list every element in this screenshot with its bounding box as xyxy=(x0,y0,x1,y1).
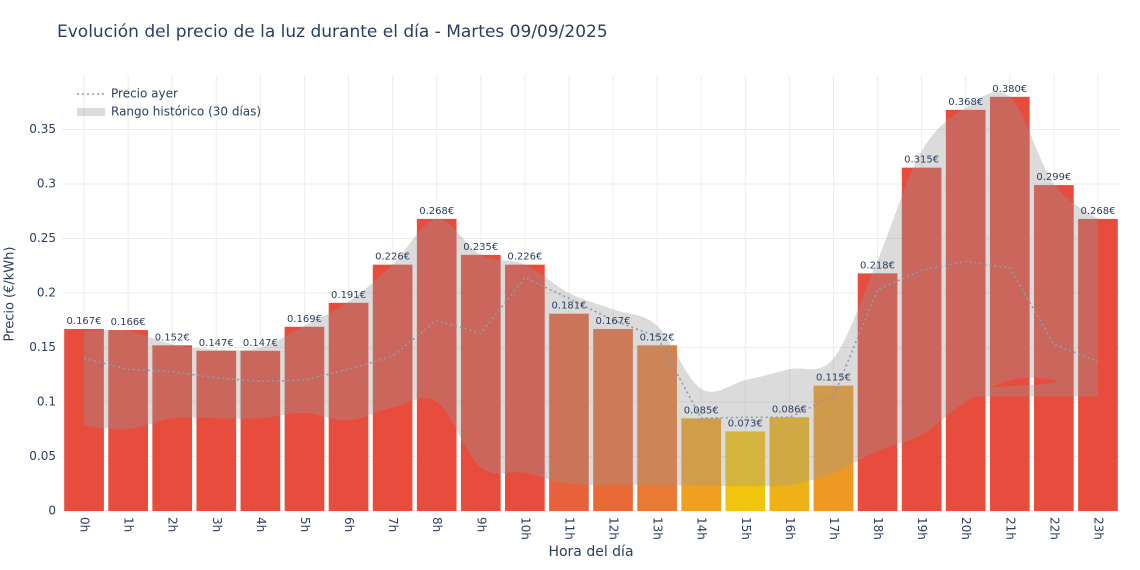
bar xyxy=(240,350,281,511)
bar xyxy=(460,254,501,511)
bar xyxy=(901,167,942,511)
bar xyxy=(681,418,722,511)
value-label: 0.315€ xyxy=(904,155,939,166)
bar xyxy=(813,385,854,511)
value-label: 0.299€ xyxy=(1036,172,1071,183)
x-tick-label: 21h xyxy=(1003,517,1017,540)
bar xyxy=(857,273,898,511)
y-axis-label: Precio (€/kWh) xyxy=(3,247,18,342)
x-tick-label: 17h xyxy=(827,517,841,540)
value-label: 0.218€ xyxy=(860,260,895,271)
y-tick-label: 0.15 xyxy=(29,340,56,354)
x-tick-label: 9h xyxy=(474,517,488,532)
value-label: 0.167€ xyxy=(596,316,631,327)
x-tick-label: 8h xyxy=(430,517,444,532)
value-label: 0.235€ xyxy=(463,242,498,253)
x-tick-label: 11h xyxy=(562,517,576,540)
x-tick-label: 13h xyxy=(651,517,665,540)
y-tick-label: 0 xyxy=(48,504,56,518)
legend-label: Precio ayer xyxy=(111,87,178,101)
x-tick-label: 20h xyxy=(959,517,973,540)
yesterday-line xyxy=(83,260,1099,420)
legend-swatch xyxy=(77,108,105,116)
bar xyxy=(284,326,325,511)
bar xyxy=(989,96,1030,512)
value-label: 0.268€ xyxy=(419,206,454,217)
bar xyxy=(945,109,986,511)
y-tick-label: 0.2 xyxy=(37,286,56,300)
bar xyxy=(593,328,633,511)
y-tick-label: 0.35 xyxy=(29,122,56,136)
value-label: 0.167€ xyxy=(67,316,102,327)
x-tick-label: 14h xyxy=(695,517,709,540)
value-label: 0.380€ xyxy=(992,84,1027,95)
x-tick-label: 15h xyxy=(739,517,753,540)
bar xyxy=(1034,185,1074,511)
value-label: 0.181€ xyxy=(551,301,586,312)
bar xyxy=(152,345,193,511)
bar xyxy=(108,330,148,511)
value-label: 0.226€ xyxy=(507,252,542,263)
value-label: 0.226€ xyxy=(375,252,410,263)
x-tick-label: 23h xyxy=(1091,517,1105,540)
value-label: 0.147€ xyxy=(243,338,278,349)
bar xyxy=(372,264,413,511)
x-tick-label: 3h xyxy=(210,517,224,532)
chart-title: Evolución del precio de la luz durante e… xyxy=(57,22,608,42)
value-label: 0.368€ xyxy=(948,97,983,108)
bar xyxy=(416,218,457,511)
bar xyxy=(637,345,677,511)
x-tick-label: 12h xyxy=(607,517,621,540)
value-label: 0.115€ xyxy=(816,373,851,384)
value-label: 0.268€ xyxy=(1080,206,1115,217)
bar xyxy=(505,264,545,511)
x-tick-label: 22h xyxy=(1047,517,1061,540)
value-label: 0.085€ xyxy=(684,405,719,416)
value-label: 0.152€ xyxy=(155,332,190,343)
x-tick-label: 1h xyxy=(122,517,136,532)
x-tick-label: 5h xyxy=(298,517,312,532)
x-tick-label: 4h xyxy=(254,517,268,532)
value-label: 0.147€ xyxy=(199,338,234,349)
x-axis-label: Hora del día xyxy=(548,544,633,560)
bar xyxy=(725,431,766,511)
value-label: 0.166€ xyxy=(111,317,146,328)
y-tick-label: 0.3 xyxy=(37,177,56,191)
bar xyxy=(769,417,810,511)
x-tick-label: 10h xyxy=(518,517,532,540)
x-tick-label: 2h xyxy=(166,517,180,532)
bar xyxy=(328,302,369,511)
y-tick-label: 0.05 xyxy=(29,449,56,463)
legend-label: Rango histórico (30 días) xyxy=(111,105,261,119)
value-label: 0.191€ xyxy=(331,290,366,301)
x-tick-label: 0h xyxy=(78,517,92,532)
x-tick-label: 6h xyxy=(342,517,356,532)
bar xyxy=(64,328,104,511)
y-tick-label: 0.1 xyxy=(37,395,56,409)
value-label: 0.152€ xyxy=(640,332,675,343)
x-tick-label: 16h xyxy=(783,517,797,540)
value-label: 0.169€ xyxy=(287,314,322,325)
x-tick-label: 7h xyxy=(386,517,400,532)
value-label: 0.073€ xyxy=(728,418,763,429)
x-tick-label: 19h xyxy=(915,517,929,540)
bar xyxy=(196,350,237,511)
value-label: 0.086€ xyxy=(772,404,807,415)
bar xyxy=(549,313,589,511)
historical-range xyxy=(0,91,1098,487)
x-tick-label: 18h xyxy=(871,517,885,540)
y-tick-label: 0.25 xyxy=(29,231,56,245)
bar xyxy=(1078,218,1118,511)
